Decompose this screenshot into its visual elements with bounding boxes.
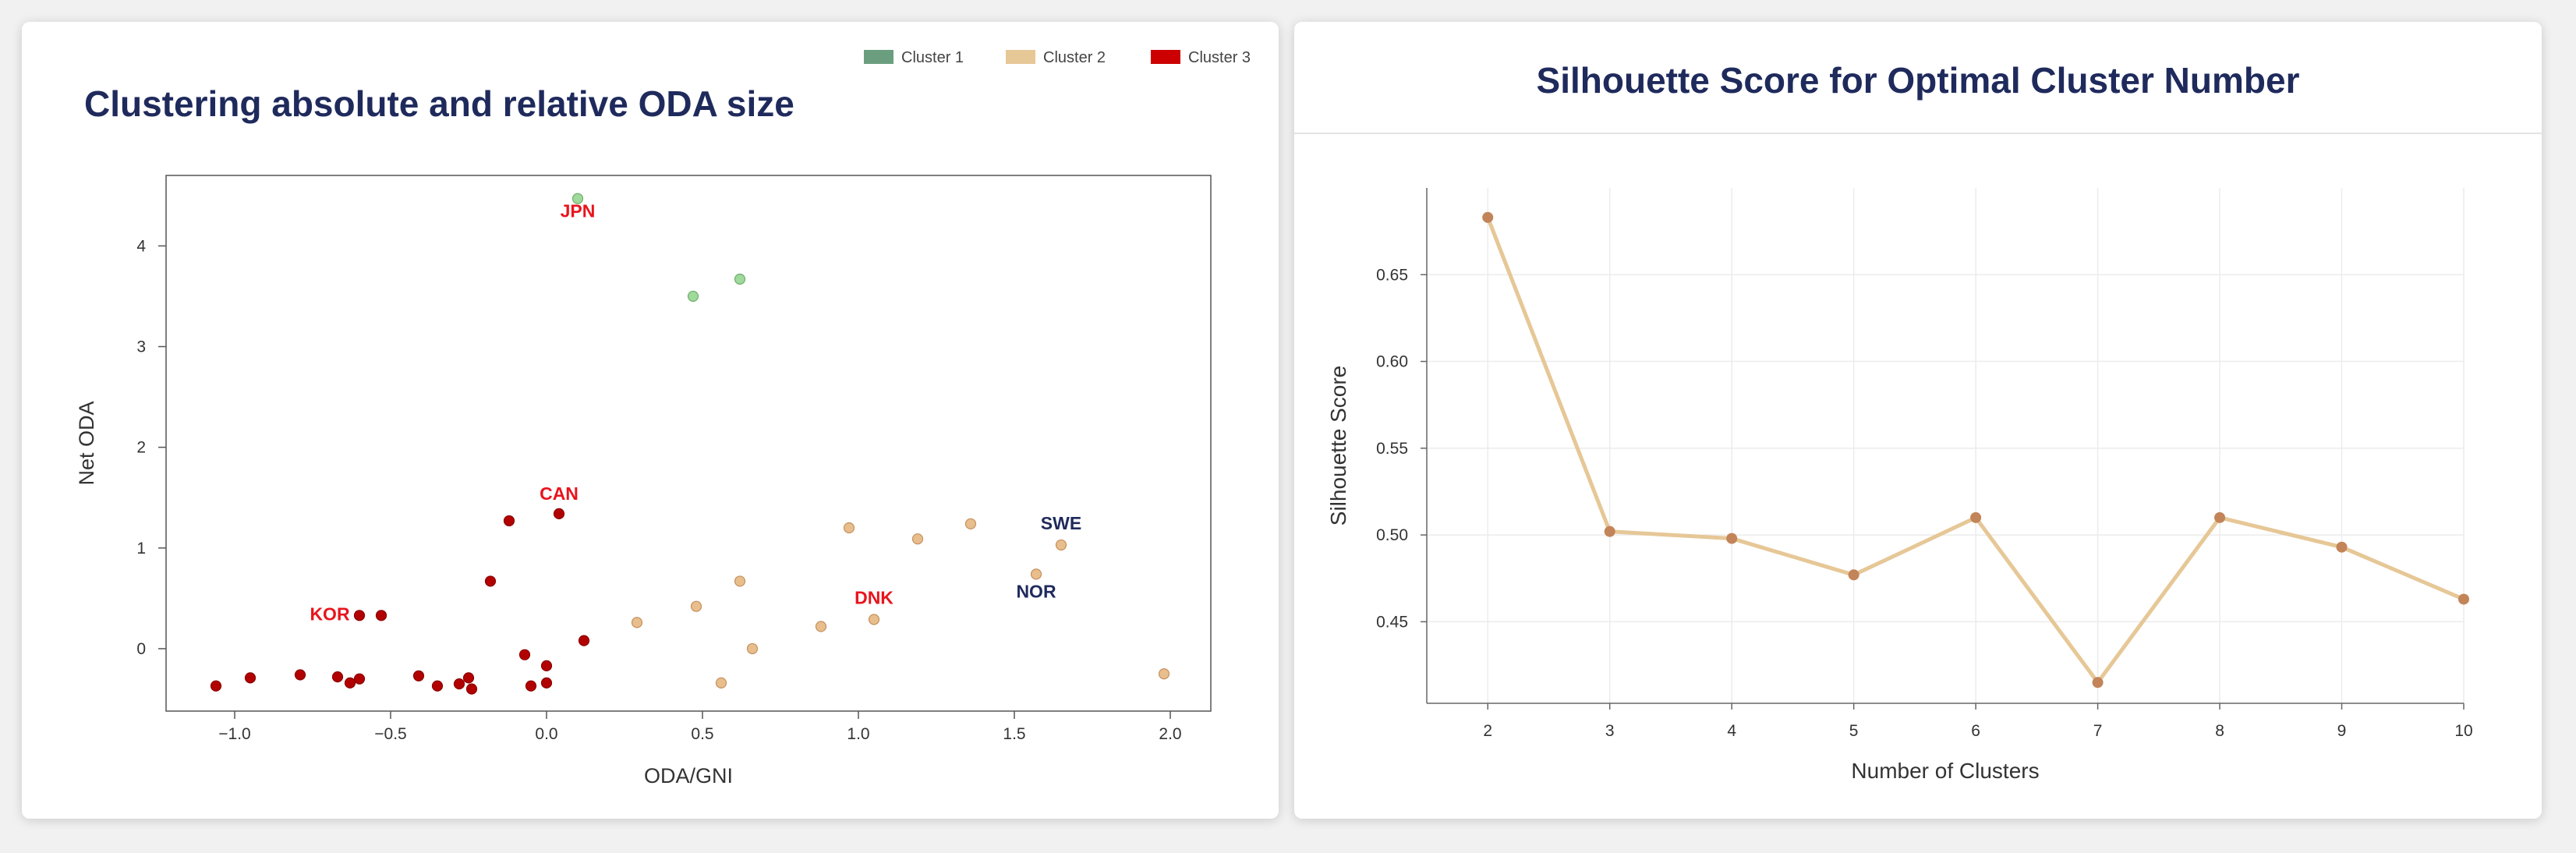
silhouette-point [1482, 211, 1494, 223]
scatter-point-cluster-1 [571, 193, 584, 204]
scatter-point-cluster-3 [375, 610, 387, 621]
x-tick-label: −0.5 [374, 725, 406, 743]
scatter-point-cluster-2 [843, 522, 855, 534]
country-label-nor: NOR [1016, 581, 1056, 601]
scatter-point-cluster-3 [540, 660, 553, 671]
scatter-point-cluster-3 [503, 515, 515, 527]
silhouette-card: Silhouette Score for Optimal Cluster Num… [1294, 22, 2542, 819]
scatter-point-cluster-2 [815, 621, 827, 632]
scatter-point-cluster-2 [734, 575, 746, 587]
x-tick-label: 6 [1971, 722, 1980, 740]
scatter-point-cluster-1 [734, 273, 746, 285]
y-tick-label: 3 [136, 338, 146, 356]
scatter-point-cluster-3 [331, 671, 344, 683]
scatter-point-cluster-3 [244, 672, 257, 684]
scatter-chart-title: Clustering absolute and relative ODA siz… [84, 83, 794, 124]
scatter-point-cluster-2 [868, 614, 880, 625]
scatter-point-cluster-3 [294, 669, 306, 681]
x-tick-label: 0.5 [691, 725, 713, 743]
scatter-point-cluster-3 [578, 635, 590, 646]
legend-label-cluster-3: Cluster 3 [1188, 49, 1251, 66]
x-tick-label: 0.0 [535, 725, 557, 743]
scatter-point-cluster-2 [1030, 568, 1042, 580]
country-label-dnk: DNK [855, 587, 893, 607]
silhouette-point [1604, 526, 1615, 537]
country-label-can: CAN [540, 483, 579, 504]
y-tick-label: 0.45 [1376, 613, 1408, 631]
silhouette-point [1726, 533, 1738, 544]
silhouette-point [2092, 677, 2104, 688]
silhouette-point [2214, 511, 2226, 523]
x-axis-label: ODA/GNI [644, 764, 733, 788]
country-label-kor: KOR [310, 603, 350, 624]
x-axis-label: Number of Clusters [1851, 759, 2039, 783]
y-axis-label: Net ODA [75, 401, 98, 485]
y-axis-label: Silhouette Score [1326, 366, 1350, 526]
scatter-point-cluster-3 [431, 680, 444, 692]
title-divider [1294, 133, 2542, 134]
x-tick-label: 4 [1727, 722, 1736, 740]
plot-frame [165, 175, 1212, 712]
x-tick-label: 8 [2215, 722, 2224, 740]
silhouette-chart-title: Silhouette Score for Optimal Cluster Num… [1536, 60, 2300, 101]
silhouette-line-chart: 2 3 4 5 6 7 8 9 10 0.45 0.50 0.55 0.60 0.65 Number of … [1326, 188, 2473, 783]
scatter-point-cluster-3 [465, 683, 478, 695]
scatter-point-cluster-3 [462, 672, 475, 684]
x-tick-label: 1.5 [1003, 725, 1025, 743]
legend-swatch-cluster-1 [864, 50, 893, 64]
y-tick-label: 0 [136, 640, 146, 658]
scatter-point-cluster-3 [353, 610, 366, 621]
scatter-point-cluster-3 [353, 673, 366, 685]
scatter-point-cluster-3 [540, 677, 553, 688]
country-label-swe: SWE [1041, 513, 1081, 533]
y-tick-label: 0.60 [1376, 353, 1408, 371]
silhouette-point [2336, 541, 2348, 553]
scatter-point-cluster-2 [964, 518, 977, 529]
scatter-point-cluster-3 [553, 508, 565, 519]
x-tick-label: 7 [2093, 722, 2103, 740]
x-tick-label: 2 [1483, 722, 1492, 740]
silhouette-point [1970, 511, 1982, 523]
scatter-point-cluster-3 [412, 670, 425, 681]
x-tick-label: 1.0 [847, 725, 869, 743]
scatter-point-cluster-3 [525, 680, 537, 692]
scatter-point-cluster-3 [518, 649, 531, 660]
country-label-jpn: JPN [561, 201, 596, 221]
legend-swatch-cluster-3 [1151, 50, 1180, 64]
scatter-point-cluster-3 [453, 678, 465, 690]
scatter-point-cluster-1 [687, 290, 699, 303]
x-tick-label: 10 [2454, 722, 2472, 740]
silhouette-point [1848, 569, 1859, 581]
scatter-point-cluster-2 [911, 533, 924, 545]
y-tick-label: 0.65 [1376, 266, 1408, 284]
scatter-point-cluster-3 [344, 677, 356, 688]
legend-label-cluster-1: Cluster 1 [901, 49, 964, 66]
x-tick-label: 2.0 [1159, 725, 1181, 743]
scatter-point-cluster-2 [1158, 668, 1170, 680]
x-tick-label: 5 [1849, 722, 1859, 740]
scatter-point-cluster-2 [1055, 539, 1067, 551]
scatter-chart: Cluster 1 Cluster 2 Cluster 3 −1.0 −0.5 0.0 0.… [75, 49, 1251, 788]
x-tick-label: 3 [1605, 722, 1615, 740]
scatter-point-cluster-2 [690, 600, 702, 612]
silhouette-point [2458, 593, 2469, 605]
scatter-point-cluster-2 [631, 617, 643, 628]
scatter-point-cluster-3 [484, 575, 497, 587]
y-tick-label: 0.55 [1376, 440, 1408, 458]
legend-swatch-cluster-2 [1006, 50, 1035, 64]
scatter-point-cluster-2 [715, 677, 727, 688]
y-tick-label: 1 [136, 540, 146, 557]
x-tick-label: 9 [2337, 722, 2347, 740]
scatter-point-cluster-2 [746, 642, 759, 655]
scatter-card: Clustering absolute and relative ODA siz… [22, 22, 1279, 819]
y-tick-label: 0.50 [1376, 526, 1408, 544]
scatter-point-cluster-3 [210, 680, 222, 692]
y-tick-label: 4 [136, 237, 146, 255]
x-tick-label: −1.0 [218, 725, 250, 743]
legend-label-cluster-2: Cluster 2 [1043, 49, 1106, 66]
y-tick-label: 2 [136, 439, 146, 457]
